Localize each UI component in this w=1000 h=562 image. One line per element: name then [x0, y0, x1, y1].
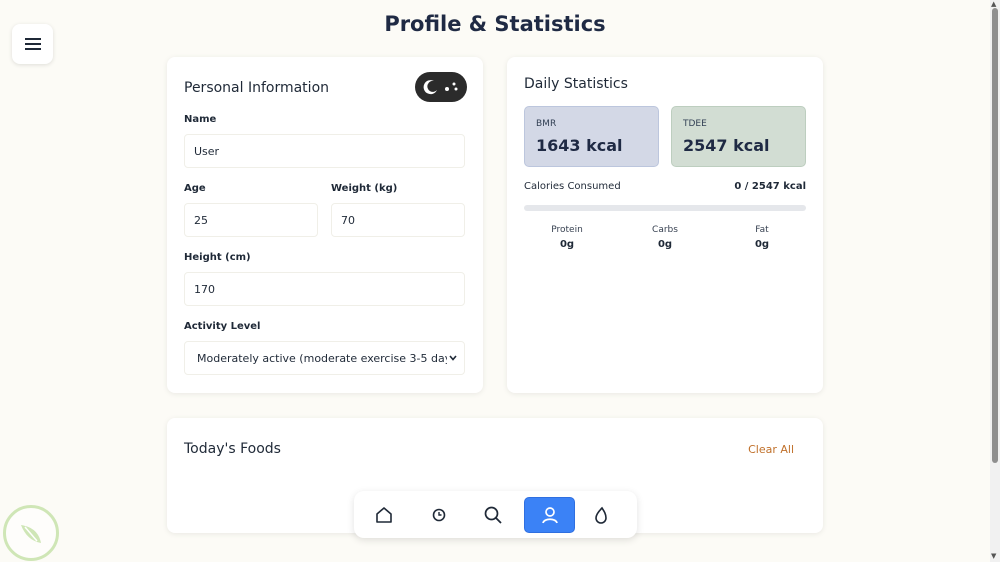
personal-info-card: Personal Information Name User Age 25 We…	[167, 57, 483, 393]
scrollbar-thumb[interactable]	[992, 8, 998, 463]
macro-value: 0g	[754, 239, 770, 250]
activity-select-value: Moderately active (moderate exercise 3-5…	[197, 351, 447, 365]
theme-toggle[interactable]	[415, 72, 467, 102]
chevron-down-icon	[449, 355, 457, 361]
macro-value: 0g	[657, 239, 673, 250]
age-input[interactable]: 25	[184, 203, 318, 237]
scrollbar[interactable]: ▲ ▼	[990, 0, 1000, 562]
name-input[interactable]: User	[184, 134, 465, 168]
clock-icon	[432, 508, 445, 522]
nav-home[interactable]	[358, 497, 409, 533]
bottom-nav	[354, 491, 637, 538]
name-label: Name	[184, 114, 217, 125]
macro-fat: Fat 0g	[722, 225, 802, 250]
bmr-value: 1643 kcal	[536, 136, 623, 155]
macro-label: Carbs	[652, 225, 678, 235]
scroll-up-arrow-icon[interactable]: ▲	[991, 0, 997, 8]
todays-foods-title: Today's Foods	[184, 441, 281, 457]
scroll-down-arrow-icon[interactable]: ▼	[991, 552, 997, 560]
activity-label: Activity Level	[184, 321, 261, 332]
gamepad-icon	[444, 82, 457, 91]
calories-consumed-label: Calories Consumed	[524, 181, 621, 192]
nav-history[interactable]	[413, 497, 464, 533]
leaf-logo-icon	[21, 525, 41, 543]
page-title: Profile & Statistics	[384, 12, 606, 36]
nav-profile[interactable]	[524, 497, 575, 533]
tdee-box: TDEE 2547 kcal	[671, 106, 806, 167]
calories-consumed-value: 0 / 2547 kcal	[734, 181, 806, 192]
hamburger-icon	[24, 38, 41, 50]
tdee-value: 2547 kcal	[683, 136, 770, 155]
daily-stats-card: Daily Statistics BMR 1643 kcal TDEE 2547…	[507, 57, 823, 393]
macro-protein: Protein 0g	[527, 225, 607, 250]
search-icon	[484, 506, 502, 524]
macro-carbs: Carbs 0g	[625, 225, 705, 250]
moon-icon	[423, 80, 437, 95]
drop-icon	[594, 506, 607, 524]
clear-all-button[interactable]: Clear All	[748, 443, 794, 456]
nav-water[interactable]	[575, 497, 626, 533]
height-input[interactable]: 170	[184, 272, 465, 306]
calories-progress-bar	[524, 205, 806, 211]
user-icon	[541, 507, 558, 524]
daily-stats-title: Daily Statistics	[524, 76, 628, 92]
age-label: Age	[184, 183, 206, 194]
macro-label: Protein	[551, 225, 583, 235]
height-label: Height (cm)	[184, 252, 251, 263]
bmr-box: BMR 1643 kcal	[524, 106, 659, 167]
macro-label: Fat	[755, 225, 769, 235]
bmr-label: BMR	[536, 119, 557, 129]
activity-select[interactable]: Moderately active (moderate exercise 3-5…	[184, 341, 465, 375]
personal-info-title: Personal Information	[184, 80, 330, 96]
nav-search[interactable]	[467, 497, 518, 533]
home-icon	[375, 507, 392, 523]
weight-input[interactable]: 70	[331, 203, 465, 237]
watermark-logo	[3, 505, 59, 561]
macro-value: 0g	[559, 239, 575, 250]
tdee-label: TDEE	[683, 119, 707, 129]
menu-button[interactable]	[12, 24, 53, 64]
weight-label: Weight (kg)	[331, 183, 398, 194]
